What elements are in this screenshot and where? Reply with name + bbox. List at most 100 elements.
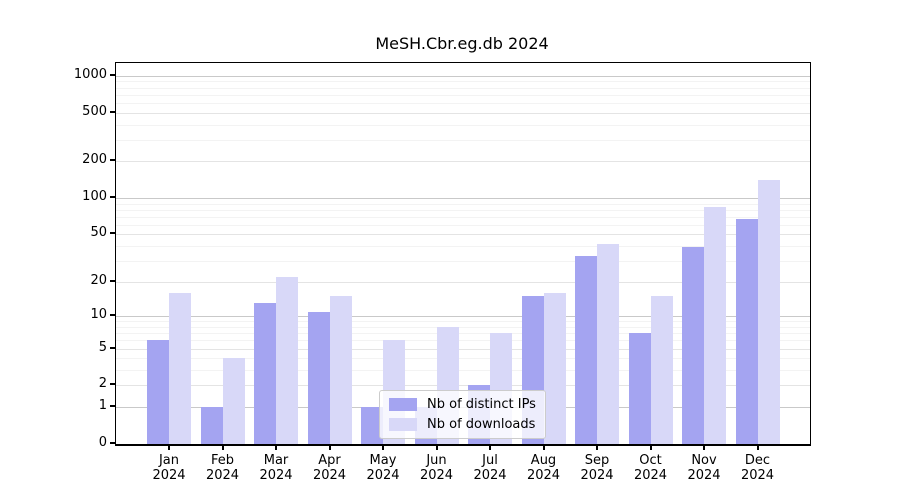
x-axis-label-jul: Jul 2024 xyxy=(473,453,507,483)
y-axis-label-50: 50 xyxy=(90,225,107,241)
x-tick-oct xyxy=(649,446,652,450)
y-tick-500 xyxy=(110,110,115,113)
y-axis-label-1000: 1000 xyxy=(73,66,107,82)
bar-distinct-ips-dec xyxy=(735,219,758,444)
x-tick-dec xyxy=(756,446,759,450)
x-tick-feb xyxy=(221,446,224,450)
legend-item-downloads: Nb of downloads xyxy=(389,417,536,432)
legend-label-distinct-ips: Nb of distinct IPs xyxy=(427,397,536,412)
gridline-10 xyxy=(116,316,810,318)
bar-distinct-ips-feb xyxy=(200,407,223,444)
y-tick-2 xyxy=(110,383,115,386)
gridline-50 xyxy=(116,234,810,236)
legend-swatch-downloads xyxy=(389,418,417,431)
bar-downloads-nov xyxy=(704,206,726,444)
gridline-90 xyxy=(116,203,810,205)
bar-downloads-jan xyxy=(169,293,191,444)
gridline-800 xyxy=(116,87,810,89)
legend-swatch-distinct-ips xyxy=(389,398,417,411)
y-axis-label-2: 2 xyxy=(98,376,107,392)
x-tick-mar xyxy=(275,446,277,450)
x-axis-label-sep: Sep 2024 xyxy=(580,453,614,483)
bar-downloads-apr xyxy=(329,296,352,444)
y-axis-label-200: 200 xyxy=(82,152,107,168)
gridline-600 xyxy=(116,103,810,104)
x-axis-label-jun: Jun 2024 xyxy=(419,453,454,483)
bar-distinct-ips-oct xyxy=(628,333,651,444)
y-tick-200 xyxy=(110,159,115,162)
gridline-500 xyxy=(116,112,810,114)
bar-downloads-mar xyxy=(276,276,298,444)
plot-area: Nb of distinct IPs Nb of downloads xyxy=(115,62,811,446)
chart-title: MeSH.Cbr.eg.db 2024 xyxy=(375,34,549,53)
x-axis-label-apr: Apr 2024 xyxy=(312,453,347,483)
gridline-80 xyxy=(116,209,810,211)
gridline-200 xyxy=(116,161,810,163)
y-tick-5 xyxy=(110,346,115,349)
x-tick-aug xyxy=(542,446,545,450)
bar-distinct-ips-sep xyxy=(575,256,597,444)
x-axis-label-oct: Oct 2024 xyxy=(633,453,668,483)
gridline-2 xyxy=(116,385,810,387)
gridline-40 xyxy=(116,246,810,248)
bar-downloads-aug xyxy=(543,293,566,444)
x-tick-nov xyxy=(703,446,705,450)
y-tick-100 xyxy=(110,196,115,198)
x-tick-jan xyxy=(168,446,170,450)
gridline-5 xyxy=(116,348,810,350)
y-axis-label-500: 500 xyxy=(82,103,107,119)
bar-downloads-sep xyxy=(597,243,619,444)
x-tick-jul xyxy=(489,446,491,450)
gridline-9 xyxy=(116,321,810,323)
legend-item-distinct-ips: Nb of distinct IPs xyxy=(389,397,536,412)
x-axis-label-dec: Dec 2024 xyxy=(740,453,775,483)
gridline-100 xyxy=(116,198,810,199)
x-axis-label-mar: Mar 2024 xyxy=(259,453,293,483)
y-tick-0 xyxy=(110,442,115,444)
legend: Nb of distinct IPs Nb of downloads xyxy=(379,390,546,439)
x-axis-label-aug: Aug 2024 xyxy=(526,453,561,483)
gridline-700 xyxy=(116,94,810,96)
x-tick-jun xyxy=(435,446,438,450)
y-tick-20 xyxy=(110,279,115,282)
y-axis-label-5: 5 xyxy=(98,339,107,355)
x-axis-label-feb: Feb 2024 xyxy=(205,453,240,483)
bar-downloads-feb xyxy=(222,358,245,444)
y-axis-label-100: 100 xyxy=(82,189,107,204)
gridline-6 xyxy=(116,340,810,342)
x-axis-label-may: May 2024 xyxy=(366,453,400,483)
gridline-1000 xyxy=(116,75,810,77)
gridline-8 xyxy=(116,326,810,328)
y-axis-label-20: 20 xyxy=(90,272,107,288)
gridline-900 xyxy=(116,81,810,83)
y-axis-label-10: 10 xyxy=(90,307,107,323)
x-axis-label-jan: Jan 2024 xyxy=(152,453,186,483)
bar-distinct-ips-nov xyxy=(682,247,704,444)
x-tick-apr xyxy=(328,446,331,450)
bar-distinct-ips-mar xyxy=(254,303,276,444)
gridline-4 xyxy=(116,358,810,360)
legend-label-downloads: Nb of downloads xyxy=(427,417,536,432)
bar-downloads-oct xyxy=(650,296,673,444)
x-axis-label-nov: Nov 2024 xyxy=(687,453,721,483)
y-tick-1 xyxy=(110,405,115,408)
gridline-300 xyxy=(116,139,810,141)
bar-distinct-ips-jan xyxy=(147,340,169,444)
y-axis-label-1: 1 xyxy=(98,398,107,414)
gridline-7 xyxy=(116,333,810,335)
y-tick-1000 xyxy=(110,73,115,76)
gridline-70 xyxy=(116,216,810,218)
x-tick-sep xyxy=(596,446,598,450)
gridline-60 xyxy=(116,224,810,226)
bar-distinct-ips-may xyxy=(361,407,383,444)
y-tick-10 xyxy=(110,314,115,317)
x-tick-may xyxy=(382,446,384,450)
y-tick-50 xyxy=(110,232,115,235)
gridline-30 xyxy=(116,261,810,262)
gridline-400 xyxy=(116,124,810,126)
y-axis-label-0: 0 xyxy=(98,435,107,450)
gridline-3 xyxy=(116,370,810,372)
bar-downloads-dec xyxy=(757,180,780,444)
bar-distinct-ips-apr xyxy=(307,311,330,444)
